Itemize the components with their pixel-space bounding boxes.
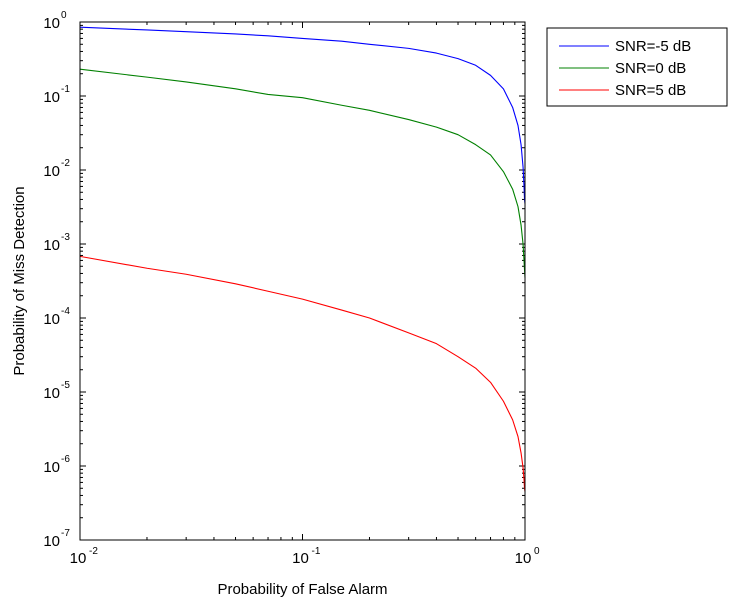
y-tick-base: 10 — [43, 311, 60, 328]
x-tick-label: 10 -1 — [292, 546, 321, 567]
y-tick-base: 10 — [43, 459, 60, 476]
series-line-3 — [79, 255, 526, 492]
y-tick-label: 10 -4 — [43, 306, 70, 328]
legend-box — [546, 27, 728, 107]
y-tick-base: 10 — [43, 89, 60, 106]
legend-label: SNR=-5 dB — [615, 38, 691, 55]
y-tick-base: 10 — [43, 163, 60, 180]
series-layer — [79, 26, 526, 492]
y-tick-exponent: -4 — [61, 306, 70, 317]
y-tick-base: 10 — [43, 385, 60, 402]
y-tick-label: 10 -7 — [43, 528, 70, 550]
y-tick-base: 10 — [43, 237, 60, 254]
x-tick-base: 10 — [292, 550, 309, 567]
y-tick-label: 10 -1 — [43, 84, 70, 106]
y-tick-exponent: 0 — [61, 10, 67, 21]
series-line-1 — [79, 26, 526, 204]
y-tick-label: 10 -6 — [43, 454, 70, 476]
x-tick-exponent: 0 — [534, 546, 540, 557]
y-tick-base: 10 — [43, 15, 60, 32]
x-tick-label: 10 -2 — [70, 546, 99, 567]
legend: SNR=-5 dB SNR=0 dB SNR=5 dB — [546, 27, 728, 107]
y-tick-label: 10 -2 — [43, 158, 70, 180]
plot-area-frame — [79, 21, 526, 541]
y-tick-exponent: -7 — [61, 528, 70, 539]
y-tick-exponent: -6 — [61, 454, 70, 465]
series-line-2 — [79, 68, 526, 278]
y-tick-exponent: -5 — [61, 380, 70, 391]
y-tick-exponent: -1 — [61, 84, 70, 95]
y-tick-label: 10 -5 — [43, 380, 70, 402]
y-tick-base: 10 — [43, 533, 60, 550]
legend-label: SNR=0 dB — [615, 60, 686, 77]
x-tick-label: 10 0 — [515, 546, 540, 567]
y-tick-label: 10 0 — [43, 10, 67, 32]
x-tick-base: 10 — [70, 550, 87, 567]
legend-label: SNR=5 dB — [615, 82, 686, 99]
y-tick-label: 10 -3 — [43, 232, 70, 254]
x-axis-label: Probability of False Alarm — [217, 581, 387, 598]
x-tick-base: 10 — [515, 550, 532, 567]
ticks-layer: 10 -2 10 -1 10 010 010 -110 -210 -310 -410 -510 -610… — [43, 10, 540, 567]
y-tick-exponent: -3 — [61, 232, 70, 243]
y-axis-label: Probability of Miss Detection — [11, 186, 28, 375]
y-tick-exponent: -2 — [61, 158, 70, 169]
x-tick-exponent: -2 — [89, 546, 98, 557]
x-tick-exponent: -1 — [312, 546, 321, 557]
